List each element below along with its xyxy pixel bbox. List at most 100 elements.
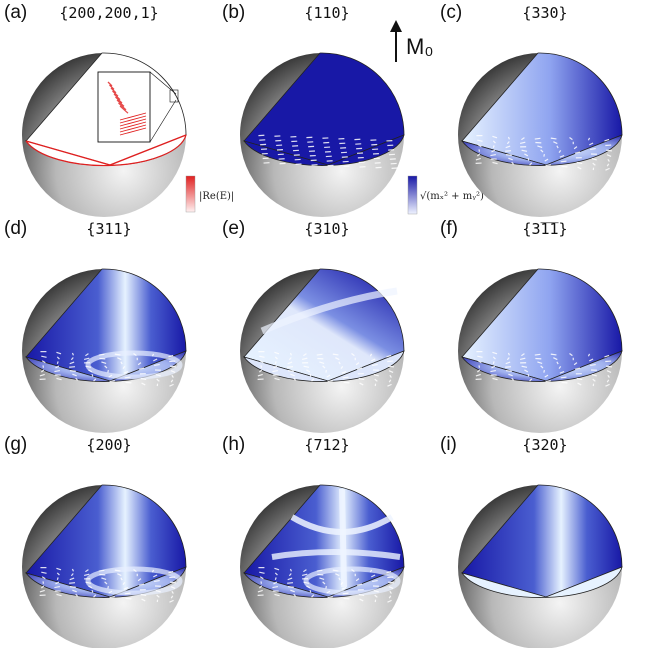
field-arrow [558,150,562,154]
field-arrow [605,383,610,387]
field-arrow [373,373,379,377]
field-arrow [529,162,533,166]
field-arrow [338,577,341,581]
field-arrow [374,594,378,598]
field-arrow [492,135,498,139]
field-arrow [604,354,610,358]
field-arrow [340,366,344,370]
field-arrow [505,366,512,368]
field-arrow [154,579,160,583]
field-arrow [351,353,355,357]
field-arrow [577,166,582,170]
field-arrow [343,597,350,600]
panel-c: (c) {330} [436,0,654,217]
field-arrow [492,140,496,144]
field-arrow [544,158,549,162]
field-arrow [156,378,160,382]
panel-f: (f) {3̅1̅1} [436,216,654,433]
field-arrow [125,597,132,600]
field-arrow [326,374,331,378]
field-arrow [170,595,174,599]
field-arrow [124,376,131,379]
field-arrow [85,581,92,584]
field-arrow [101,361,107,365]
field-arrow [107,586,109,589]
panel-label: (c) [440,2,463,23]
sphere-e [240,268,405,433]
field-arrow [120,577,123,581]
panel-i: (i) {320} [436,432,654,648]
panel-label: (e) [222,218,246,239]
field-arrow [153,358,158,362]
field-arrow [521,365,528,368]
field-arrow [101,577,107,581]
field-arrow [544,374,549,378]
field-arrow [309,373,312,377]
field-arrow [88,369,93,373]
panel-label: (a) [4,2,28,23]
field-arrow [589,142,594,146]
field-arrow [104,365,108,369]
field-arrow [591,373,597,377]
field-arrow [556,361,559,365]
field-arrow [155,589,161,593]
field-arrow [388,379,392,383]
field-arrow [141,382,146,386]
field-arrow [388,370,394,373]
field-arrow [560,160,567,163]
field-arrow [524,153,529,157]
field-arrow [70,573,74,577]
field-arrow [373,589,379,593]
field-arrow [273,365,278,369]
field-arrow [259,576,264,580]
field-arrow [507,352,510,356]
mode-title: {320} [522,436,568,454]
field-arrow [388,365,394,368]
field-arrow [577,382,582,386]
field-arrow [327,380,334,383]
field-arrow [41,360,46,364]
field-arrow [550,137,557,140]
field-arrow [72,373,77,377]
field-arrow [505,361,511,365]
field-arrow [85,569,89,573]
field-arrow [537,361,543,365]
field-arrow [138,367,145,370]
mode-title: {200,200,1} [59,4,159,22]
field-arrow [505,154,512,156]
mode-title: {330} [522,4,568,22]
sphere-d [22,268,187,433]
panel-label: (i) [440,434,457,455]
field-arrow [306,369,311,373]
mode-title: {200} [86,436,132,454]
field-arrow [40,369,45,373]
field-arrow [607,374,610,378]
field-arrow [492,377,498,381]
mode-title: {311} [86,220,132,238]
panel-h: (h) {712} [218,432,436,648]
field-arrow [316,569,323,572]
field-arrow [477,144,482,148]
sphere-c [458,52,623,217]
field-arrow [534,353,541,356]
field-arrow [274,351,280,355]
field-arrow [123,586,129,590]
field-arrow [108,374,113,378]
field-arrow [274,377,280,381]
field-arrow [309,589,312,593]
field-arrow [98,569,105,572]
sphere-h [240,484,405,648]
field-arrow [492,161,498,165]
sphere-a: |Re(E)| [22,52,234,217]
field-arrow [287,586,294,588]
field-arrow [604,138,610,142]
panel-g: (g) {200} [0,432,218,648]
field-arrow [355,362,360,366]
field-arrow [274,567,280,571]
field-arrow [325,586,327,589]
panel-a: |Re(E)| (a) {200,200,1} [0,0,234,217]
field-arrow [591,157,597,161]
field-arrow [69,361,75,365]
field-arrow [521,137,525,141]
field-arrow [289,568,292,572]
